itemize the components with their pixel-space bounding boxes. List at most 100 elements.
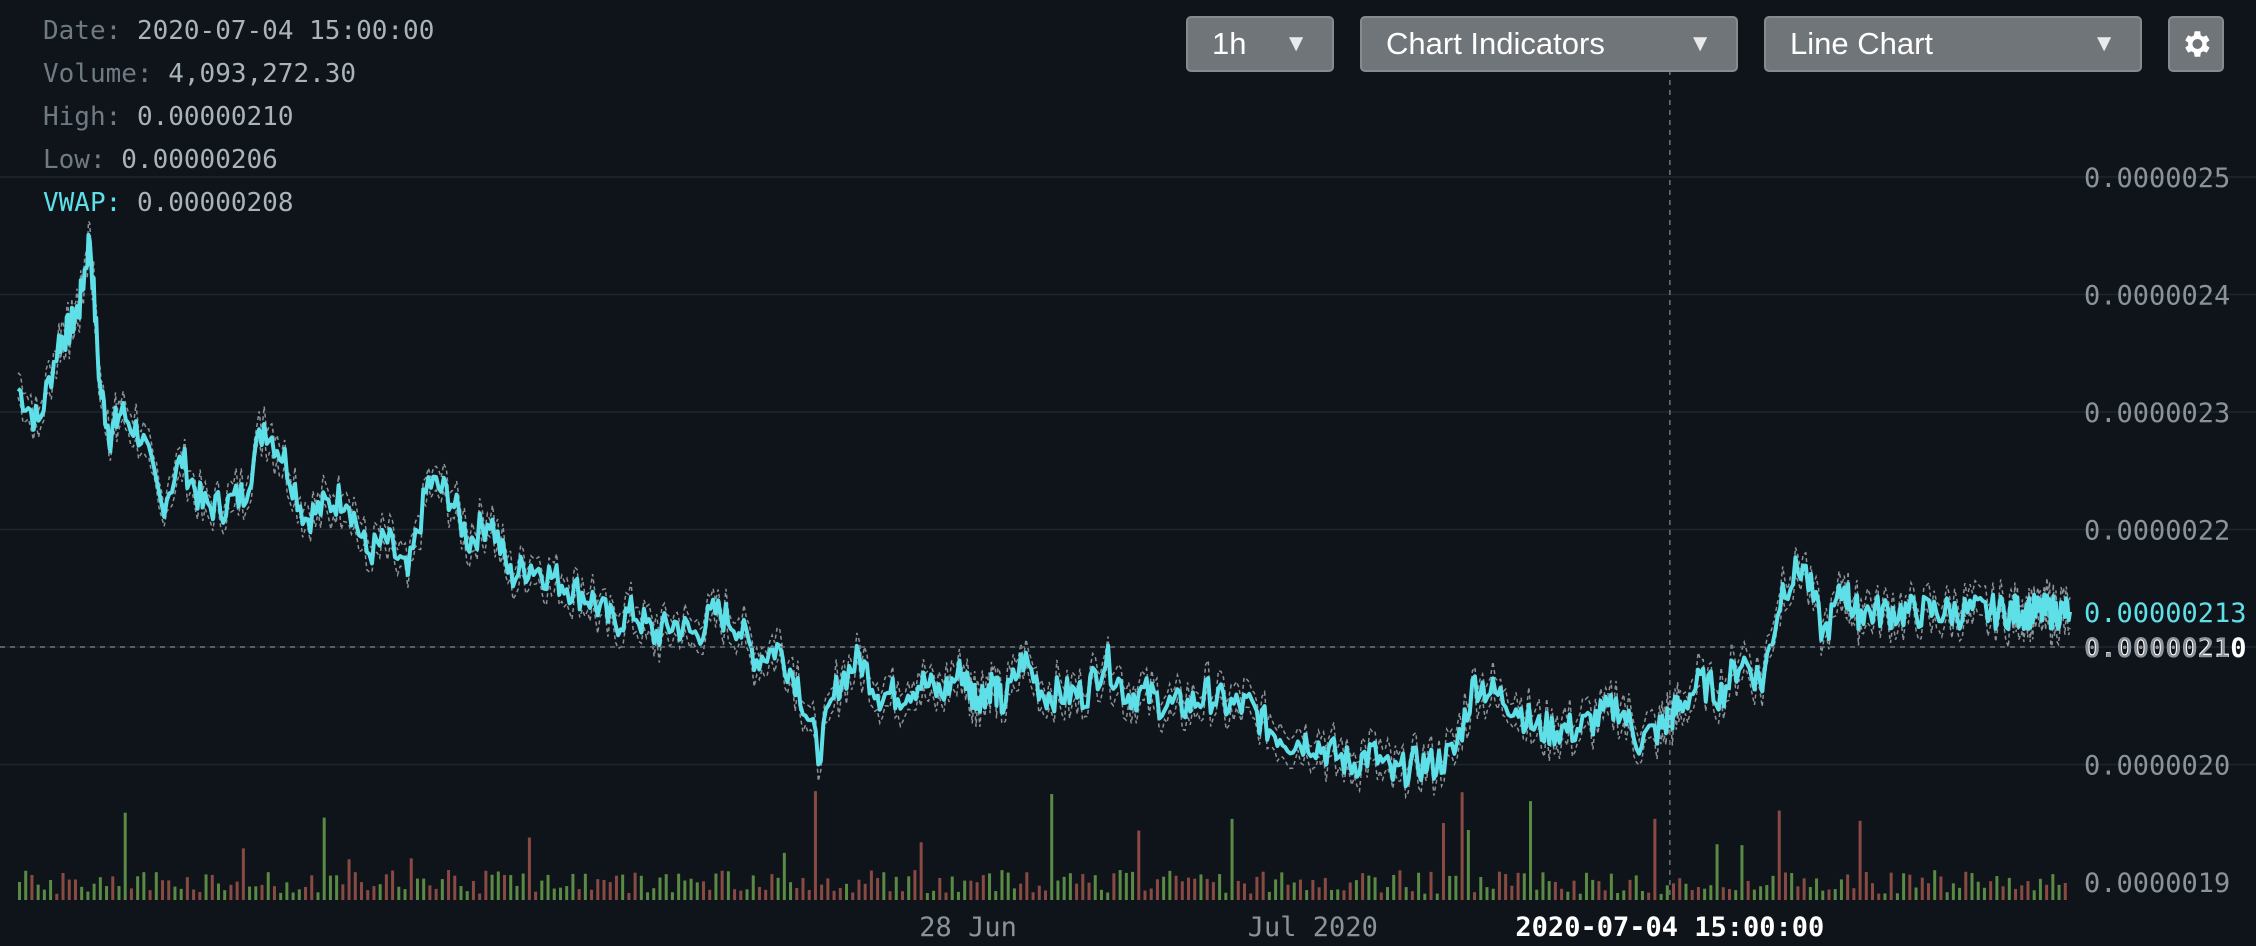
volume-bar xyxy=(789,882,793,900)
volume-bar xyxy=(36,884,40,900)
volume-bar xyxy=(621,874,625,900)
volume-bar xyxy=(869,870,873,900)
volume-bar xyxy=(963,880,967,900)
volume-bar xyxy=(558,887,562,900)
volume-bar xyxy=(310,875,314,900)
volume-bar xyxy=(1056,880,1060,900)
volume-bar xyxy=(1516,872,1520,900)
volume-bar xyxy=(969,880,973,900)
volume-bar xyxy=(1025,872,1029,900)
volume-bar xyxy=(2001,886,2005,900)
volume-bar xyxy=(907,876,911,900)
volume-bar xyxy=(1336,889,1340,900)
volume-bar xyxy=(1597,881,1601,900)
volume-bar xyxy=(1852,888,1856,900)
volume-bar xyxy=(646,892,650,900)
grid-lines xyxy=(0,176,2256,766)
volume-bar xyxy=(347,859,351,900)
chart-type-dropdown[interactable]: Line Chart ▼ xyxy=(1764,16,2142,72)
volume-bar xyxy=(1050,794,1054,900)
volume-bar xyxy=(173,886,177,900)
volume-bar xyxy=(1267,891,1271,900)
volume-bar xyxy=(55,893,59,900)
volume-bar xyxy=(1230,818,1234,900)
volume-bar xyxy=(1075,883,1079,900)
volume-bar xyxy=(1031,892,1035,900)
volume-bar xyxy=(1678,878,1682,900)
volume-bar xyxy=(1584,872,1588,900)
volume-bar xyxy=(888,891,892,900)
volume-bar xyxy=(1242,883,1246,900)
volume-bar xyxy=(254,886,258,900)
info-high: High: 0.00000210 xyxy=(43,102,294,132)
volume-bar xyxy=(1877,893,1881,900)
volume-bar xyxy=(534,891,538,900)
chart-indicators-label: Chart Indicators xyxy=(1386,26,1605,61)
volume-bar xyxy=(1193,878,1197,900)
volume-bar xyxy=(353,872,357,900)
volume-bar xyxy=(1734,890,1738,900)
interval-dropdown[interactable]: 1h ▼ xyxy=(1186,16,1334,72)
volume-bar xyxy=(1149,888,1153,900)
volume-bar xyxy=(1976,881,1980,900)
info-volume: Volume: 4,093,272.30 xyxy=(43,59,357,89)
volume-bar xyxy=(614,875,618,900)
volume-bar xyxy=(820,884,824,900)
volume-bar xyxy=(86,891,90,900)
volume-bar xyxy=(590,889,594,900)
settings-button[interactable] xyxy=(2168,16,2224,72)
volume-bar xyxy=(117,886,121,900)
volume-bar xyxy=(1746,880,1750,900)
volume-bar xyxy=(129,888,133,900)
volume-bar xyxy=(1398,870,1402,900)
volume-bar xyxy=(142,872,146,900)
volume-bar xyxy=(1765,885,1769,900)
volume-bar xyxy=(702,881,705,900)
volume-bar xyxy=(832,890,836,900)
upper-band xyxy=(17,218,2071,776)
volume-bar xyxy=(1665,885,1669,900)
volume-bar xyxy=(1155,879,1159,900)
volume-bar xyxy=(2007,877,2011,900)
volume-bar xyxy=(1466,830,1470,900)
volume-bar xyxy=(42,889,46,900)
volume-bar xyxy=(210,874,214,900)
volume-bar xyxy=(1958,887,1962,900)
volume-bar xyxy=(378,884,382,900)
volume-bar xyxy=(2020,885,2024,900)
y-tick-label: 0.0000025 xyxy=(2084,163,2230,194)
volume-bar xyxy=(1553,881,1557,900)
volume-bar xyxy=(882,872,886,900)
volume-bar xyxy=(1721,887,1725,900)
volume-bar xyxy=(1759,886,1763,900)
volume-bar xyxy=(248,886,252,900)
volume-bar xyxy=(434,888,438,900)
x-tick-label: 28 Jun xyxy=(919,912,1017,943)
volume-bar xyxy=(1485,887,1489,900)
volume-bar xyxy=(304,886,308,900)
volume-bar xyxy=(1827,889,1831,900)
volume-bar xyxy=(1106,892,1110,900)
volume-bar xyxy=(471,880,475,900)
volume-bar xyxy=(751,875,755,900)
volume-bar xyxy=(1858,820,1862,900)
info-vwap: VWAP: 0.00000208 xyxy=(43,188,294,218)
volume-bar xyxy=(1808,887,1812,900)
volume-bar xyxy=(807,889,811,900)
volume-bar xyxy=(1205,878,1209,900)
volume-bar xyxy=(428,885,432,900)
volume-bar xyxy=(515,885,519,900)
volume-bar xyxy=(764,889,768,900)
volume-bar xyxy=(1535,889,1539,900)
volume-bar xyxy=(2051,874,2055,900)
volume-bar xyxy=(384,874,388,900)
chart-indicators-dropdown[interactable]: Chart Indicators ▼ xyxy=(1360,16,1738,72)
volume-bar xyxy=(1640,891,1644,900)
volume-bar xyxy=(1889,872,1893,900)
volume-bar xyxy=(179,888,183,900)
volume-bar xyxy=(1249,893,1253,900)
volume-bar xyxy=(1684,883,1688,900)
volume-bar xyxy=(229,884,233,900)
chart-type-label: Line Chart xyxy=(1790,26,1934,61)
